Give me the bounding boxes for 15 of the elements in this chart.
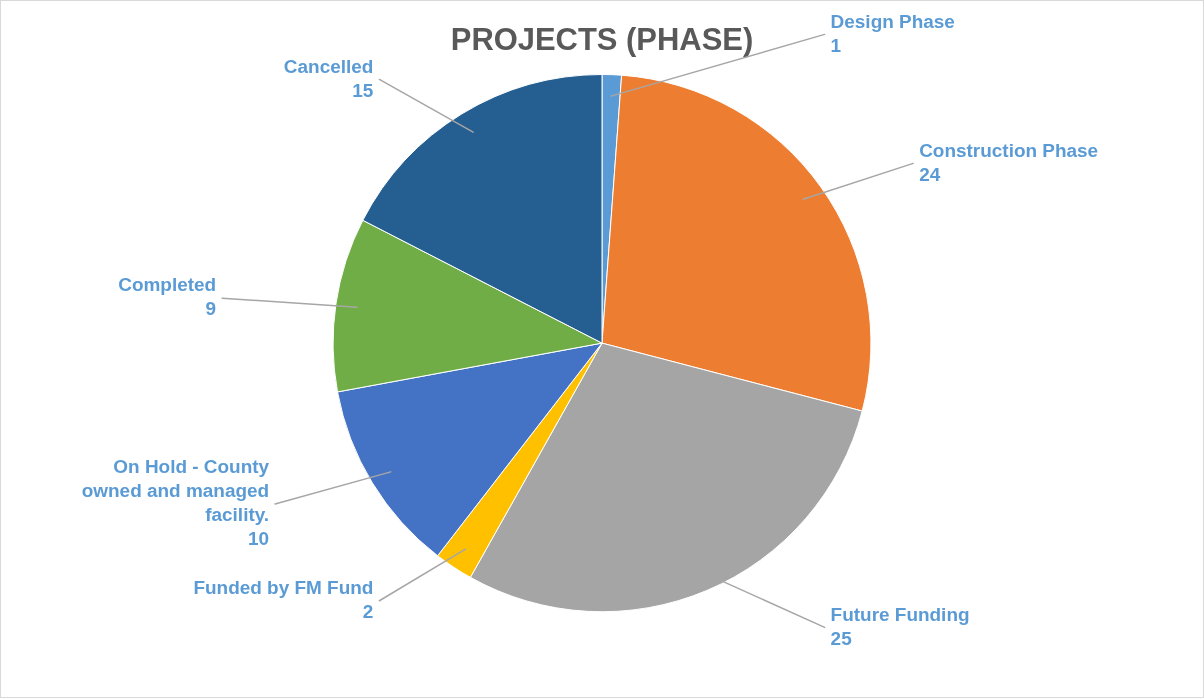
data-label: 1 xyxy=(830,34,842,56)
data-label: 25 xyxy=(830,627,852,649)
data-label: 24 xyxy=(919,163,941,185)
slice-label: Future Funding xyxy=(830,603,970,625)
slice-label: Design Phase xyxy=(830,10,955,32)
data-label: 9 xyxy=(205,298,217,320)
data-label: 2 xyxy=(362,600,374,622)
chart-title: PROJECTS (PHASE) xyxy=(450,22,754,57)
slice-label: Construction Phase xyxy=(919,139,1099,161)
slice-label: Funded by FM Fund xyxy=(193,577,374,599)
data-label: 15 xyxy=(352,79,374,101)
slice-label: On Hold - County owned and managed facility. xyxy=(81,456,270,526)
slice-label: Cancelled xyxy=(283,55,374,77)
data-label: 10 xyxy=(248,528,270,550)
slice-label: Completed xyxy=(118,274,217,296)
